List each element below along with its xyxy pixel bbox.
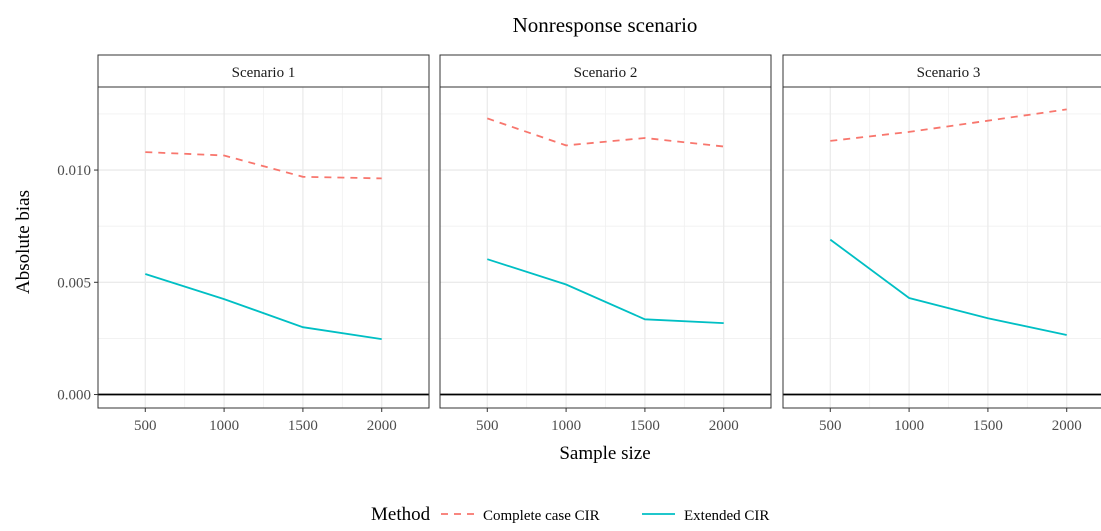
- x-tick-label: 1000: [551, 418, 581, 434]
- y-tick-label: 0.005: [57, 275, 91, 291]
- series-line-extended-cir: [145, 273, 382, 340]
- series-line-extended-cir: [829, 238, 1067, 336]
- y-tick-label: 0.010: [57, 163, 91, 179]
- x-axis-title: Sample size: [559, 443, 650, 464]
- x-tick-label: 1500: [973, 418, 1003, 434]
- panel-2: Scenario 2 500 1000 1500 2000: [439, 54, 772, 434]
- legend-label: Complete case CIR: [483, 508, 600, 524]
- x-tick-label: 1000: [209, 418, 239, 434]
- panel-border: [782, 86, 1101, 409]
- x-tick-label: 1500: [630, 418, 660, 434]
- x-tick-label: 500: [819, 418, 842, 434]
- x-tick-label: 2000: [709, 418, 739, 434]
- panel-3: Scenario 3 500 1000 1500 2000: [782, 54, 1101, 434]
- legend-label: Extended CIR: [684, 508, 769, 524]
- chart-title: Nonresponse scenario: [513, 13, 698, 37]
- x-tick-label: 1500: [288, 418, 318, 434]
- panel-strip: [439, 54, 772, 88]
- legend: Method Complete case CIR Extended CIR: [371, 504, 769, 525]
- series-line-extended-cir: [487, 258, 724, 324]
- y-tick-label: 0.000: [57, 388, 91, 404]
- panel-border: [97, 86, 430, 409]
- panel-1: Scenario 1 500 1000 1500 2000 0.000 0.005 0.010: [57, 54, 430, 434]
- panel-border: [439, 86, 772, 409]
- y-axis-title: Absolute bias: [13, 190, 34, 294]
- series-line-complete-case-cir: [145, 151, 382, 180]
- panel-strip-label: Scenario 1: [232, 65, 296, 81]
- panel-strip: [97, 54, 430, 88]
- legend-title: Method: [371, 504, 431, 525]
- x-tick-label: 2000: [367, 418, 397, 434]
- panel-strip-label: Scenario 2: [574, 65, 638, 81]
- series-line-complete-case-cir: [830, 108, 1067, 142]
- x-tick-label: 500: [476, 418, 499, 434]
- x-tick-label: 1000: [894, 418, 924, 434]
- x-tick-label: 2000: [1052, 418, 1082, 434]
- series-line-complete-case-cir: [487, 117, 724, 148]
- panels: Scenario 1 500 1000 1500 2000 0.000 0.005 0.010…: [57, 54, 1101, 434]
- panel-strip-label: Scenario 3: [917, 65, 981, 81]
- x-tick-label: 500: [134, 418, 157, 434]
- panel-strip: [782, 54, 1101, 88]
